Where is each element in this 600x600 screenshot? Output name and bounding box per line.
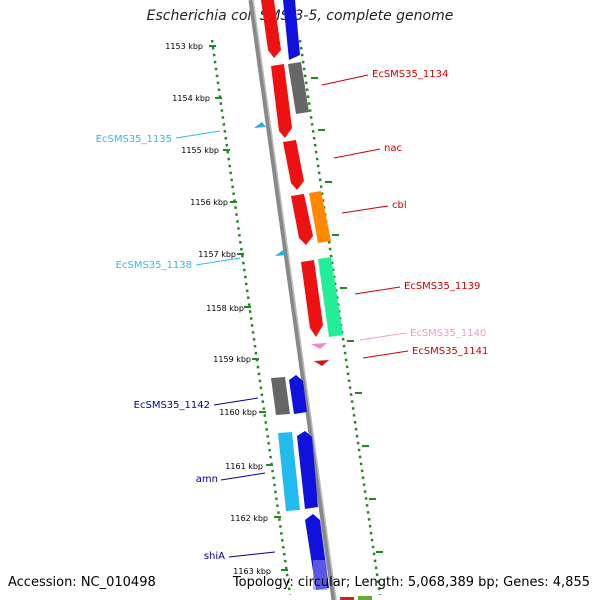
- bottom-marker-red: [340, 597, 354, 600]
- kbp-label: 1154 kbp: [172, 94, 210, 103]
- gene-ecsms35-1142-right[interactable]: [289, 375, 307, 414]
- gene-amn[interactable]: [278, 432, 300, 511]
- gene-nac[interactable]: [283, 140, 304, 190]
- gene-label-cbl[interactable]: cbl: [392, 200, 407, 211]
- kbp-label: 1155 kbp: [181, 146, 219, 155]
- topology-text: Topology: circular; Length: 5,068,389 bp…: [232, 575, 590, 590]
- left-dotted-track: [210, 39, 292, 596]
- kbp-label: 1159 kbp: [213, 355, 251, 364]
- kbp-label: 1153 kbp: [165, 42, 203, 51]
- gene-label-ecsms35-1140[interactable]: EcSMS35_1140: [410, 328, 486, 339]
- label-connectors: [175, 74, 409, 558]
- gene-ecsms35-1133[interactable]: [261, 0, 281, 58]
- kbp-label: 1158 kbp: [206, 304, 244, 313]
- kbp-label: 1162 kbp: [230, 514, 268, 523]
- reverse-strand-genes: [261, 0, 323, 511]
- gene-blue-top[interactable]: [283, 0, 300, 60]
- gene-label-ecsms35-1134[interactable]: EcSMS35_1134: [372, 69, 448, 80]
- gene-label-ecsms35-1138[interactable]: EcSMS35_1138: [116, 260, 192, 271]
- shia-shadow: [313, 560, 327, 590]
- bottom-marker-green: [358, 596, 372, 600]
- gene-label-nac[interactable]: nac: [384, 143, 402, 154]
- gene-labels: EcSMS35_1134 EcSMS35_1135 nac cbl EcSMS3…: [96, 69, 489, 562]
- gene-ecsms35-1139-green[interactable]: [318, 257, 343, 337]
- gene-amn-right[interactable]: [297, 431, 318, 509]
- gene-label-ecsms35-1142[interactable]: EcSMS35_1142: [134, 400, 210, 411]
- map-title: Escherichia coli SMS-3-5, complete genom…: [146, 8, 454, 24]
- kbp-label: 1160 kbp: [219, 408, 257, 417]
- gene-ecsms35-1134[interactable]: [271, 64, 292, 138]
- forward-strand-genes: [283, 0, 343, 590]
- kbp-labels: 1153 kbp 1154 kbp 1155 kbp 1156 kbp 1157…: [165, 42, 271, 576]
- feature-ecsms35-1141-marker[interactable]: [314, 360, 329, 366]
- feature-ecsms35-1138-marker[interactable]: [275, 250, 287, 256]
- genome-backbone-highlight: [252, 0, 337, 600]
- gene-cbl[interactable]: [291, 194, 313, 245]
- gene-ecsms35-1139[interactable]: [301, 260, 323, 337]
- gene-cbl-orange[interactable]: [309, 191, 331, 243]
- gene-label-amn[interactable]: amn: [196, 474, 218, 485]
- gene-grey-1134[interactable]: [288, 62, 309, 114]
- accession-text: Accession: NC_010498: [8, 575, 156, 590]
- kbp-ticks: [209, 45, 383, 571]
- gene-label-shia[interactable]: shiA: [204, 551, 225, 562]
- kbp-label: 1163 kbp: [233, 567, 271, 576]
- gene-label-ecsms35-1135[interactable]: EcSMS35_1135: [96, 134, 172, 145]
- gene-label-ecsms35-1139[interactable]: EcSMS35_1139: [404, 281, 480, 292]
- gene-label-ecsms35-1141[interactable]: EcSMS35_1141: [412, 346, 488, 357]
- kbp-label: 1157 kbp: [198, 250, 236, 259]
- feature-ecsms35-1140-marker[interactable]: [311, 343, 327, 349]
- feature-ecsms35-1135-marker[interactable]: [254, 122, 266, 128]
- genome-backbone: [248, 0, 337, 600]
- gene-ecsms35-1142-left[interactable]: [271, 377, 290, 415]
- kbp-label: 1161 kbp: [225, 462, 263, 471]
- kbp-label: 1156 kbp: [190, 198, 228, 207]
